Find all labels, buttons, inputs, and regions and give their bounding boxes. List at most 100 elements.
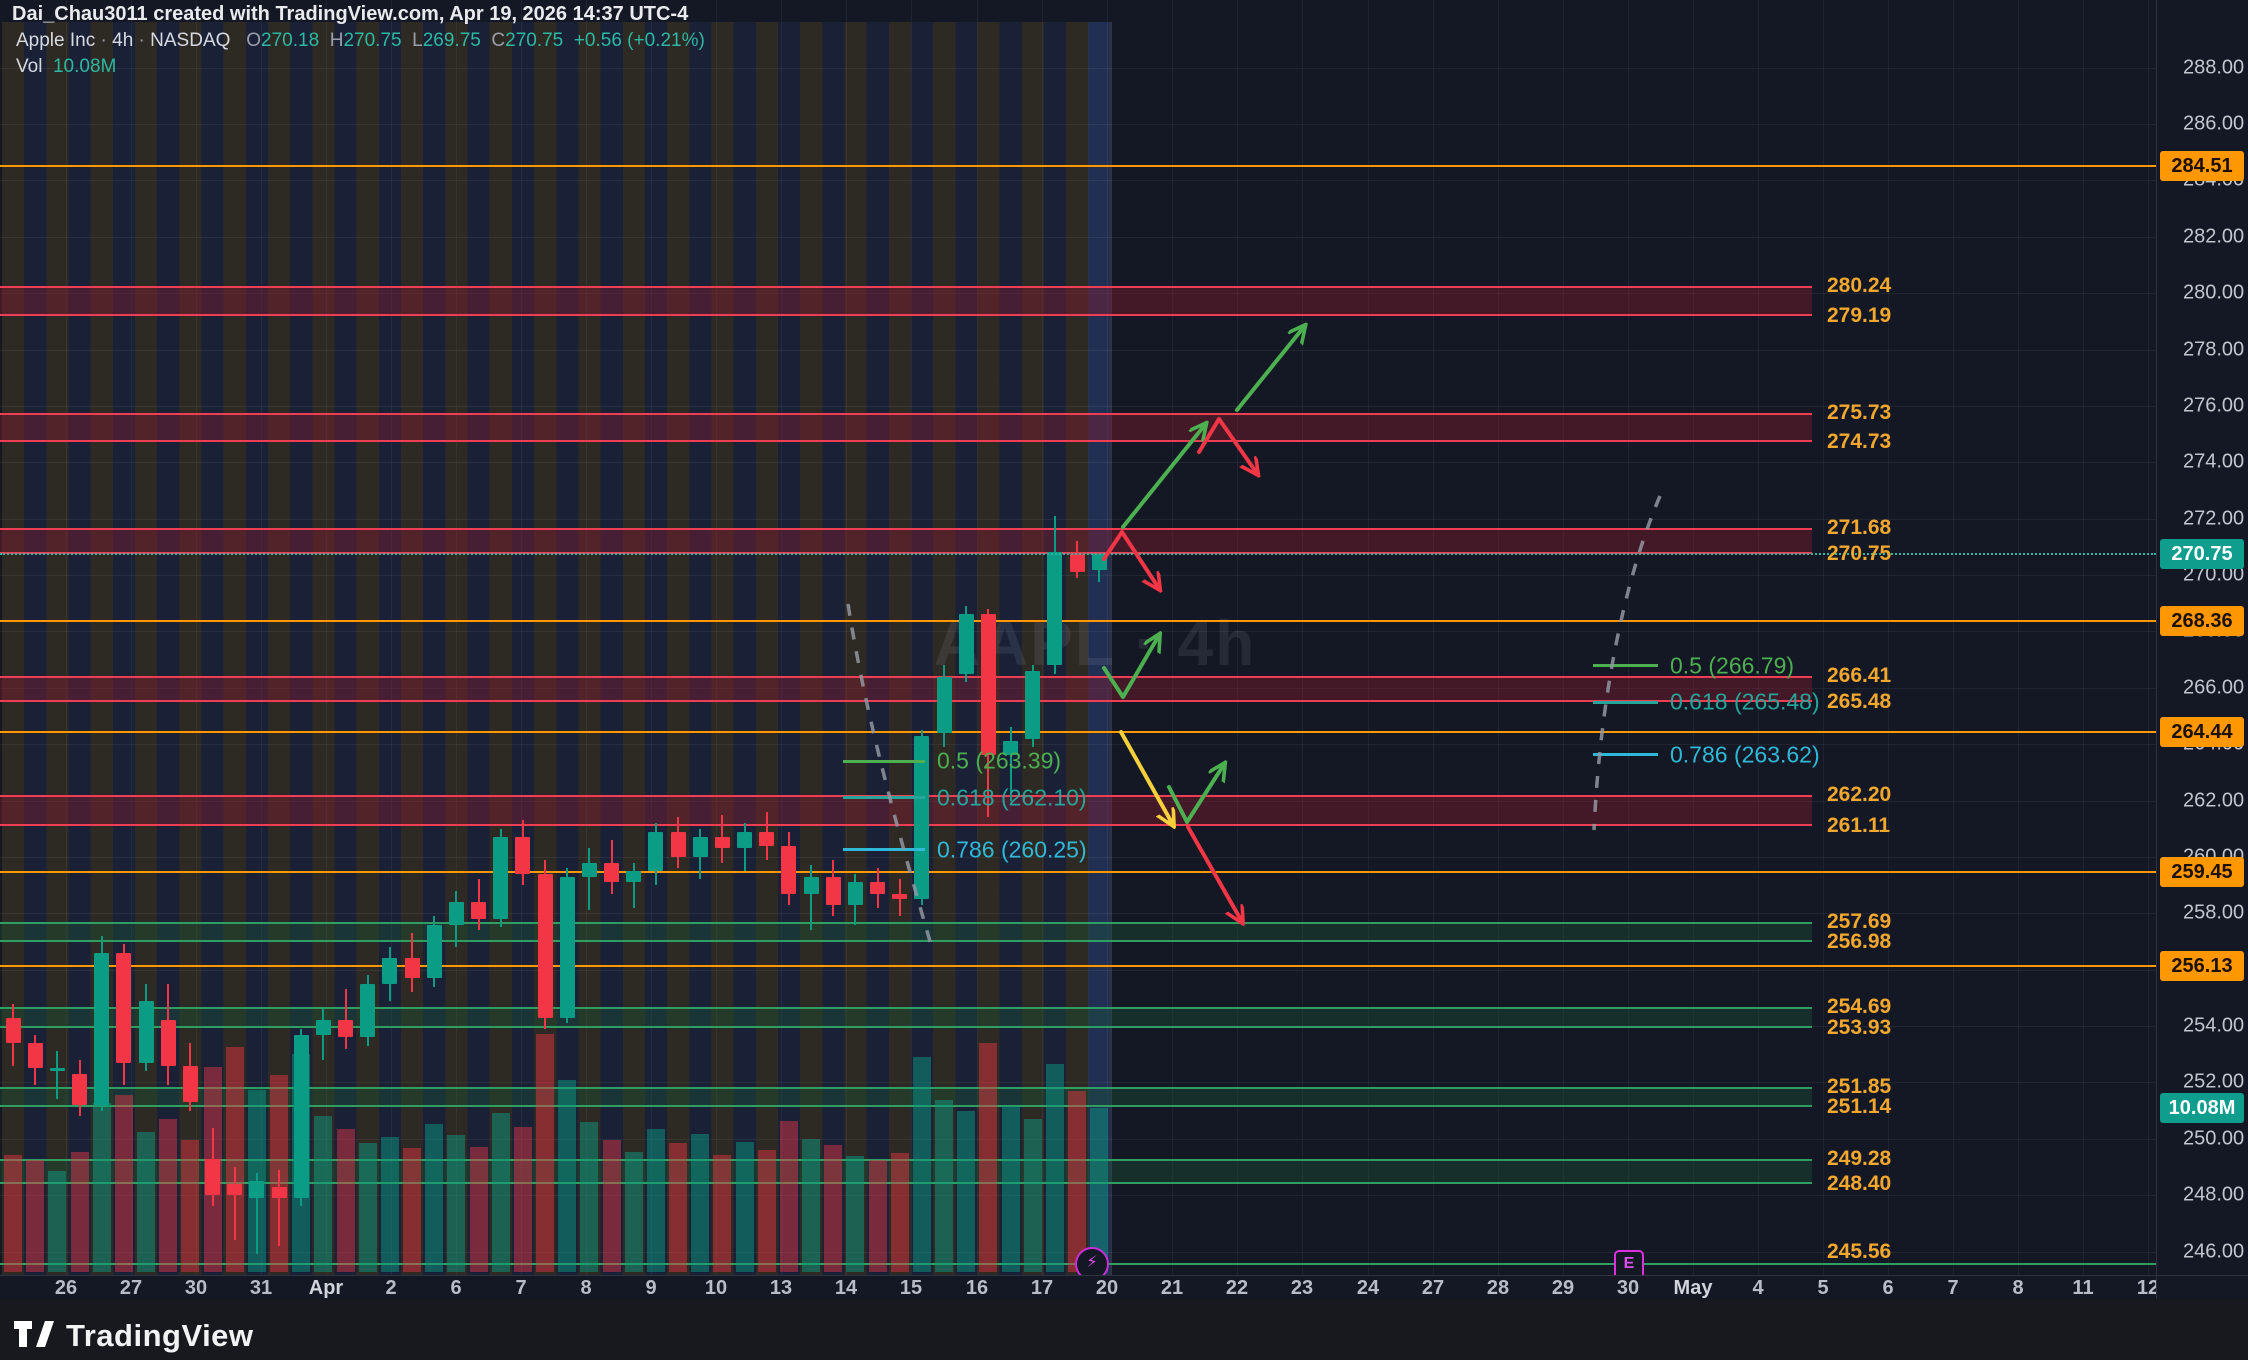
v-gridline [1953,0,1954,1275]
volume-bar [890,1153,909,1272]
resistance-zone [0,676,1812,703]
alert-price-badge: 264.44 [2160,716,2244,747]
candle-body [205,1158,221,1196]
volume-bar [624,1151,643,1272]
v-gridline [2018,0,2019,1275]
price-tick-label: 262.00 [2183,789,2245,812]
lightning-event-icon[interactable]: ⚡ [1075,1247,1109,1275]
time-tick-label: 8 [2012,1277,2024,1299]
v-gridline [326,0,327,1275]
candle-body [537,873,553,1018]
candle-wick [344,989,347,1049]
alert-line [0,620,2156,623]
volume-bar [314,1115,333,1272]
volume-bar [1045,1063,1064,1272]
h-gridline [0,518,2156,520]
support-zone [0,1006,1812,1029]
v-gridline [716,0,717,1275]
candle-body [936,676,952,733]
zone-price-label: 251.14 [1827,1094,1892,1118]
time-tick-label: 6 [450,1277,462,1299]
volume-bar [491,1112,510,1272]
candle-body [426,924,442,979]
volume-bar [824,1145,843,1272]
price-tick-label: 278.00 [2183,338,2245,360]
time-tick-label: 6 [1882,1277,1894,1299]
volume-bar [912,1057,931,1272]
earnings-event-icon[interactable]: E [1614,1250,1644,1275]
candle-wick [588,848,591,911]
symbol-legend[interactable]: Apple Inc · 4h · NASDAQ O270.18 H270.75 … [16,30,705,52]
candle-body [847,882,863,905]
zone-price-label: 274.73 [1827,429,1892,453]
h-gridline [0,1082,2156,1084]
price-tick-label: 248.00 [2183,1183,2245,1206]
candle-body [182,1065,198,1103]
price-tick-label: 282.00 [2183,225,2245,248]
candle-body [116,952,132,1063]
fib-level-line [1593,700,1658,704]
candle-body [559,876,575,1018]
zone-price-label: 256.98 [1827,930,1892,954]
volume-bar [602,1140,621,1272]
volume-bar [469,1146,488,1272]
chart-area[interactable]: AAPL · 4h 0.5 (263.39) 0.618 (262.10) 0.78… [0,0,2156,1275]
h-gridline [0,631,2156,633]
support-zone [0,1086,1812,1107]
volume-legend[interactable]: Vol 10.08M [16,56,116,78]
volume-bar [1068,1091,1087,1272]
fib-level-line [843,796,925,800]
h-gridline [0,236,2156,238]
h-gridline [0,462,2156,464]
zone-price-label: 248.40 [1827,1171,1892,1195]
price-tick-label: 270.00 [2183,563,2245,586]
volume-bar [558,1080,577,1272]
fib-level-label: 0.5 (263.39) [937,747,1062,774]
volume-bar [48,1171,67,1272]
fib-level-line [843,848,925,852]
fib-level-label: 0.786 (263.62) [1670,741,1820,768]
time-tick-label: 27 [119,1277,143,1299]
candle-body [227,1183,243,1196]
zone-price-label: 251.85 [1827,1074,1892,1098]
candle-wick [255,1172,258,1255]
vol-label: Vol [16,56,43,77]
time-tick-label: 28 [1486,1277,1510,1299]
candle-body [1091,553,1107,570]
time-tick-label: 30 [1616,1277,1640,1299]
price-tick-label: 250.00 [2183,1127,2245,1150]
v-gridline [131,0,132,1275]
candle-body [5,1017,21,1043]
price-tick-label: 288.00 [2183,56,2245,79]
time-tick-label: 4 [1752,1277,1764,1299]
v-gridline [1237,0,1238,1275]
alert-line [0,730,2156,733]
price-tick-label: 254.00 [2183,1014,2245,1037]
fib-level-line [1593,664,1658,667]
volume-bar [757,1149,776,1272]
time-axis[interactable]: 26 27 30 31 Apr 2 6 7 8 9 10 13 14 15 16 17 20 21 22 23 24 27… [0,1275,2160,1299]
candle-body [1069,552,1085,573]
candle-body [1047,552,1063,666]
volume-bar [868,1159,887,1272]
volume-bar [447,1135,466,1272]
alert-line [0,164,2156,167]
volume-bar [669,1143,688,1272]
volume-bar [114,1094,133,1272]
close-value: 270.75 [505,30,564,51]
h-gridline [0,856,2156,858]
low-label: L [412,30,423,51]
price-axis[interactable]: 288.00286.00284.00282.00280.00278.00276.… [2156,0,2248,1298]
price-tick-label: 274.00 [2183,450,2245,473]
price-tick-label: 276.00 [2183,394,2245,417]
candle-body [404,958,420,979]
candle-body [958,614,974,674]
high-label: H [329,30,344,51]
candle-body [49,1068,65,1072]
candle-wick [810,865,813,931]
resistance-zone [0,794,1812,826]
candle-body [94,952,110,1105]
time-tick-label: 12 [2136,1277,2160,1299]
v-gridline [1758,0,1759,1275]
zone-price-label: 266.41 [1827,664,1892,688]
